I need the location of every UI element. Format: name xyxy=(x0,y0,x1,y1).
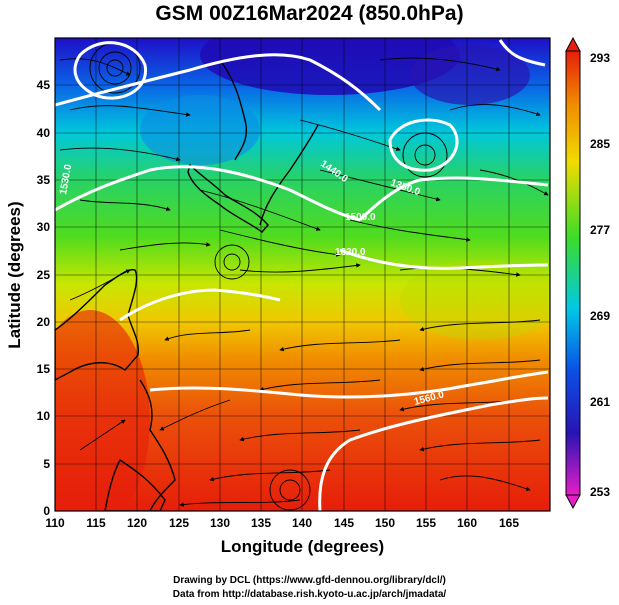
map-title: GSM 00Z16Mar2024 (850.0hPa) xyxy=(155,2,464,25)
colorbar-tick: 253 xyxy=(590,485,610,499)
x-tick: 150 xyxy=(375,516,395,530)
x-tick: 120 xyxy=(127,516,147,530)
y-tick: 10 xyxy=(37,409,51,423)
coastline-china xyxy=(55,268,140,381)
x-tick: 165 xyxy=(499,516,519,530)
y-tick: 45 xyxy=(37,78,51,92)
colorbar-tick: 261 xyxy=(590,395,610,409)
x-tick: 160 xyxy=(457,516,477,530)
lat-lon-grid xyxy=(55,38,550,511)
x-tick: 140 xyxy=(292,516,312,530)
coastline-japan xyxy=(187,163,269,233)
x-tick: 130 xyxy=(210,516,230,530)
colorbar-tick-labels: 293 285 277 269 261 253 xyxy=(590,51,610,499)
x-tick-labels: 110 115 120 125 130 135 140 145 150 155 … xyxy=(45,516,519,530)
y-tick: 20 xyxy=(37,315,51,329)
y-tick: 40 xyxy=(37,126,51,140)
x-tick: 110 xyxy=(45,516,65,530)
coastline-sakhalin xyxy=(219,59,247,161)
y-tick: 25 xyxy=(37,268,51,282)
colorbar-tick: 293 xyxy=(590,51,610,65)
y-axis-label: Latitude (degrees) xyxy=(5,201,24,349)
wind-streamlines xyxy=(59,57,549,507)
credit-data: Data from http://database.rish.kyoto-u.a… xyxy=(172,589,447,600)
colorbar xyxy=(565,36,581,510)
x-tick: 155 xyxy=(416,516,436,530)
contour-label-1620: 1620.0 xyxy=(335,247,366,258)
y-tick: 30 xyxy=(37,220,51,234)
contour-label-1530: 1530.0 xyxy=(58,163,74,195)
y-tick: 0 xyxy=(43,504,50,518)
y-tick: 5 xyxy=(43,457,50,471)
x-tick: 135 xyxy=(251,516,271,530)
height-contours xyxy=(55,39,549,511)
x-tick: 145 xyxy=(334,516,354,530)
y-tick-labels: 0 5 10 15 20 25 30 35 40 45 xyxy=(37,78,51,518)
colorbar-tick: 269 xyxy=(590,309,610,323)
colorbar-tick: 277 xyxy=(590,223,610,237)
y-tick: 15 xyxy=(37,362,51,376)
colorbar-tick: 285 xyxy=(590,137,610,151)
x-tick: 115 xyxy=(86,516,106,530)
x-axis-label: Longitude (degrees) xyxy=(220,537,385,556)
plot-frame xyxy=(54,37,551,512)
contour-label-1500: 1500.0 xyxy=(345,212,376,223)
y-tick: 35 xyxy=(37,173,51,187)
credit-drawing: Drawing by DCL (https://www.gfd-dennou.o… xyxy=(173,575,446,586)
x-tick: 125 xyxy=(169,516,189,530)
